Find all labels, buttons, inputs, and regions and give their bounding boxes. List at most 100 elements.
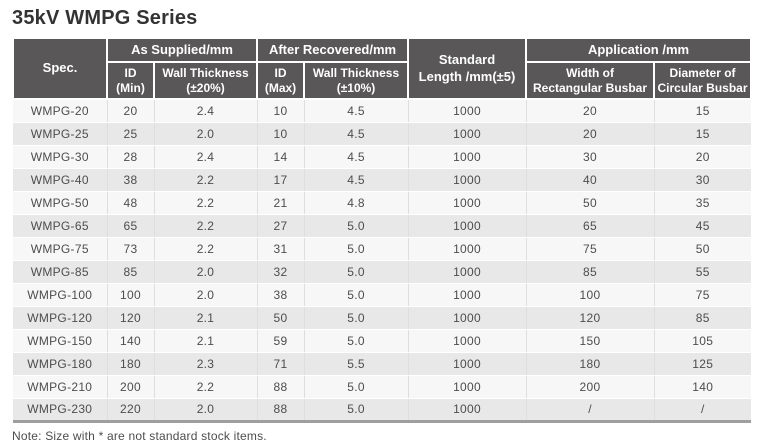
table-cell: 21 xyxy=(257,191,305,215)
table-cell: 1000 xyxy=(408,329,527,353)
table-cell: WMPG-230 xyxy=(13,398,108,423)
header-standard-length: Standard Length /mm(±5) xyxy=(407,37,528,100)
table-cell: 2.2 xyxy=(154,191,258,215)
table-cell: 2.2 xyxy=(154,375,258,399)
table-cell: 180 xyxy=(526,352,655,376)
table-cell: 30 xyxy=(526,145,655,169)
table-cell: 50 xyxy=(526,191,655,215)
table-cell: WMPG-100 xyxy=(13,283,108,307)
table-cell: 220 xyxy=(107,398,155,423)
table-cell: 180 xyxy=(107,352,155,376)
table-cell: 48 xyxy=(107,191,155,215)
table-cell: 105 xyxy=(654,329,752,353)
header-spec: Spec. xyxy=(12,37,108,100)
table-cell: 25 xyxy=(107,122,155,146)
table-cell: WMPG-180 xyxy=(13,352,108,376)
table-row: WMPG-230 220 2.0 88 5.0 1000// xyxy=(13,398,752,423)
table-cell: 2.4 xyxy=(154,99,258,123)
table-cell: 5.0 xyxy=(304,375,409,399)
table-cell: 38 xyxy=(257,283,305,307)
table-cell: 31 xyxy=(257,237,305,261)
table-cell: 1000 xyxy=(408,260,527,284)
table-row: WMPG-85 85 2.0 32 5.0 1000 85 55 xyxy=(13,260,752,284)
table-row: WMPG-50 48 2.2 21 4.8 1000 50 35 xyxy=(13,191,752,215)
table-cell: 5.0 xyxy=(304,283,409,307)
table-cell: 120 xyxy=(107,306,155,330)
header-wall-thickness-10: Wall Thickness (±10%) xyxy=(303,61,410,100)
table-cell: 75 xyxy=(654,283,752,307)
table-cell: 4.5 xyxy=(304,168,409,192)
table-row: WMPG-210 200 2.2 88 5.0 1000 200 140 xyxy=(13,375,752,399)
table-cell: 15 xyxy=(654,122,752,146)
header-diameter-circular-busbar: Diameter of Circular Busbar xyxy=(653,61,753,100)
table-cell: 1000 xyxy=(408,352,527,376)
table-row: WMPG-25 25 2.0 10 4.5 1000 20 15 xyxy=(13,122,752,146)
table-row: WMPG-120 120 2.1 50 5.0 1000 120 85 xyxy=(13,306,752,330)
table-cell: 4.5 xyxy=(304,99,409,123)
table-cell: 2.1 xyxy=(154,329,258,353)
table-cell: 55 xyxy=(654,260,752,284)
table-cell: 65 xyxy=(526,214,655,238)
table-cell: 150 xyxy=(526,329,655,353)
table-cell: WMPG-40 xyxy=(13,168,108,192)
table-cell: 4.5 xyxy=(304,122,409,146)
table-cell: WMPG-65 xyxy=(13,214,108,238)
table-cell: 45 xyxy=(654,214,752,238)
header-as-supplied: As Supplied/mm xyxy=(105,37,259,63)
table-cell: 2.2 xyxy=(154,168,258,192)
table-cell: 1000 xyxy=(408,191,527,215)
table-cell: 200 xyxy=(107,375,155,399)
table-cell: 1000 xyxy=(408,237,527,261)
table-cell: 2.0 xyxy=(154,398,258,423)
table-cell: 4.5 xyxy=(304,145,409,169)
table-cell: 5.0 xyxy=(304,398,409,423)
table-cell: 5.0 xyxy=(304,237,409,261)
table-cell: / xyxy=(526,398,655,423)
header-id-max: ID (Max) xyxy=(256,61,306,100)
table-cell: 120 xyxy=(526,306,655,330)
table-cell: 40 xyxy=(526,168,655,192)
table-cell: 1000 xyxy=(408,306,527,330)
table-cell: 1000 xyxy=(408,375,527,399)
table-cell: 5.0 xyxy=(304,329,409,353)
table-row: WMPG-65 65 2.2 27 5.0 1000 65 45 xyxy=(13,214,752,238)
table-cell: 140 xyxy=(654,375,752,399)
table-cell: WMPG-75 xyxy=(13,237,108,261)
table-cell: 2.3 xyxy=(154,352,258,376)
table-cell: 30 xyxy=(654,168,752,192)
table-cell: 73 xyxy=(107,237,155,261)
table-row: WMPG-20 20 2.4 10 4.5 1000 20 15 xyxy=(13,99,752,123)
table-row: WMPG-150 140 2.1 59 5.0 1000 150 105 xyxy=(13,329,752,353)
table-cell: WMPG-150 xyxy=(13,329,108,353)
table-cell: 50 xyxy=(257,306,305,330)
table-cell: 88 xyxy=(257,375,305,399)
table-cell: 20 xyxy=(526,122,655,146)
footnote: Note: Size with * are not standard stock… xyxy=(12,428,267,443)
table-cell: 2.1 xyxy=(154,306,258,330)
table-cell: 5.0 xyxy=(304,214,409,238)
table-cell: 28 xyxy=(107,145,155,169)
table-cell: 1000 xyxy=(408,283,527,307)
table-cell: 2.0 xyxy=(154,260,258,284)
table-cell: 65 xyxy=(107,214,155,238)
table-cell: 20 xyxy=(654,145,752,169)
table-cell: WMPG-20 xyxy=(13,99,108,123)
table-row: WMPG-180 180 2.3 71 5.5 1000 180 125 xyxy=(13,352,752,376)
table-cell: 1000 xyxy=(408,145,527,169)
table-row: WMPG-30 28 2.4 14 4.5 1000 30 20 xyxy=(13,145,752,169)
table-cell: 27 xyxy=(257,214,305,238)
table-cell: 1000 xyxy=(408,214,527,238)
table-cell: 32 xyxy=(257,260,305,284)
table-cell: WMPG-50 xyxy=(13,191,108,215)
table-cell: 100 xyxy=(526,283,655,307)
table-row: WMPG-100 100 2.0 38 5.0 1000 100 75 xyxy=(13,283,752,307)
table-cell: 38 xyxy=(107,168,155,192)
table-cell: 1000 xyxy=(408,398,527,423)
table-cell: 2.0 xyxy=(154,122,258,146)
table-cell: 100 xyxy=(107,283,155,307)
table-cell: 5.0 xyxy=(304,260,409,284)
table-cell: 2.0 xyxy=(154,283,258,307)
page-title: 35kV WMPG Series xyxy=(12,7,198,29)
table-cell: 14 xyxy=(257,145,305,169)
